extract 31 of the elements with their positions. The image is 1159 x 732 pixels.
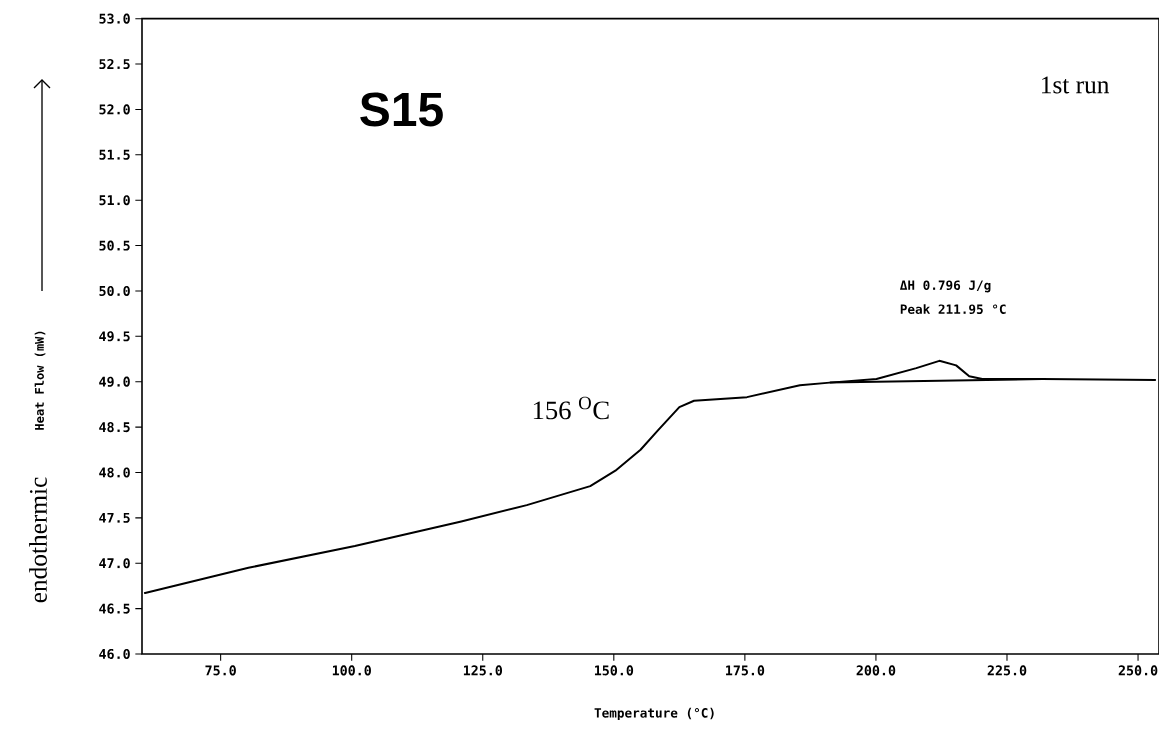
y-tick-label: 51.0 [99, 195, 130, 206]
x-tick-label: 250.0 [1118, 665, 1158, 676]
annotation: Peak 211.95 °C [900, 304, 1006, 315]
x-tick-label: 125.0 [463, 665, 503, 676]
y-tick-label: 49.5 [99, 331, 130, 342]
y-tick-label: 52.5 [99, 58, 130, 70]
text: endothermic [29, 477, 47, 603]
x-tick-label: 75.0 [205, 665, 236, 676]
x-tick-label: 225.0 [987, 665, 1027, 676]
y-tick-label: 46.0 [99, 648, 130, 660]
x-tick-label: 100.0 [332, 665, 371, 676]
y-tick-label: 52.0 [99, 104, 130, 115]
x-tick-label: 200.0 [856, 665, 896, 676]
annotation: 1st run [1042, 76, 1110, 94]
y-tick-label: 53.0 [99, 13, 130, 24]
x-axis-title: Temperature (°C) [594, 707, 714, 721]
annotation: ΔH 0.796 J/g [900, 280, 991, 293]
y-tick-label: 48.0 [99, 467, 130, 478]
y-tick-label: 50.0 [99, 285, 130, 296]
x-tick-label: 175.0 [726, 665, 765, 676]
y-tick-label: 47.0 [99, 558, 130, 569]
y-tick-label: 49.0 [99, 376, 130, 387]
y-tick-label: 50.5 [99, 240, 130, 251]
y-tick-label: 51.5 [99, 149, 130, 160]
annotation: 156 $^{O}$C [533, 396, 609, 420]
y-axis-title: Heat Flow (mW) [34, 331, 46, 430]
y-tick-label: 48.5 [99, 422, 130, 433]
y-tick-label: 47.5 [99, 512, 130, 523]
annotation: S15 [360, 92, 443, 127]
x-tick-label: 150.0 [594, 665, 634, 676]
y-tick-label: 46.5 [99, 603, 130, 614]
